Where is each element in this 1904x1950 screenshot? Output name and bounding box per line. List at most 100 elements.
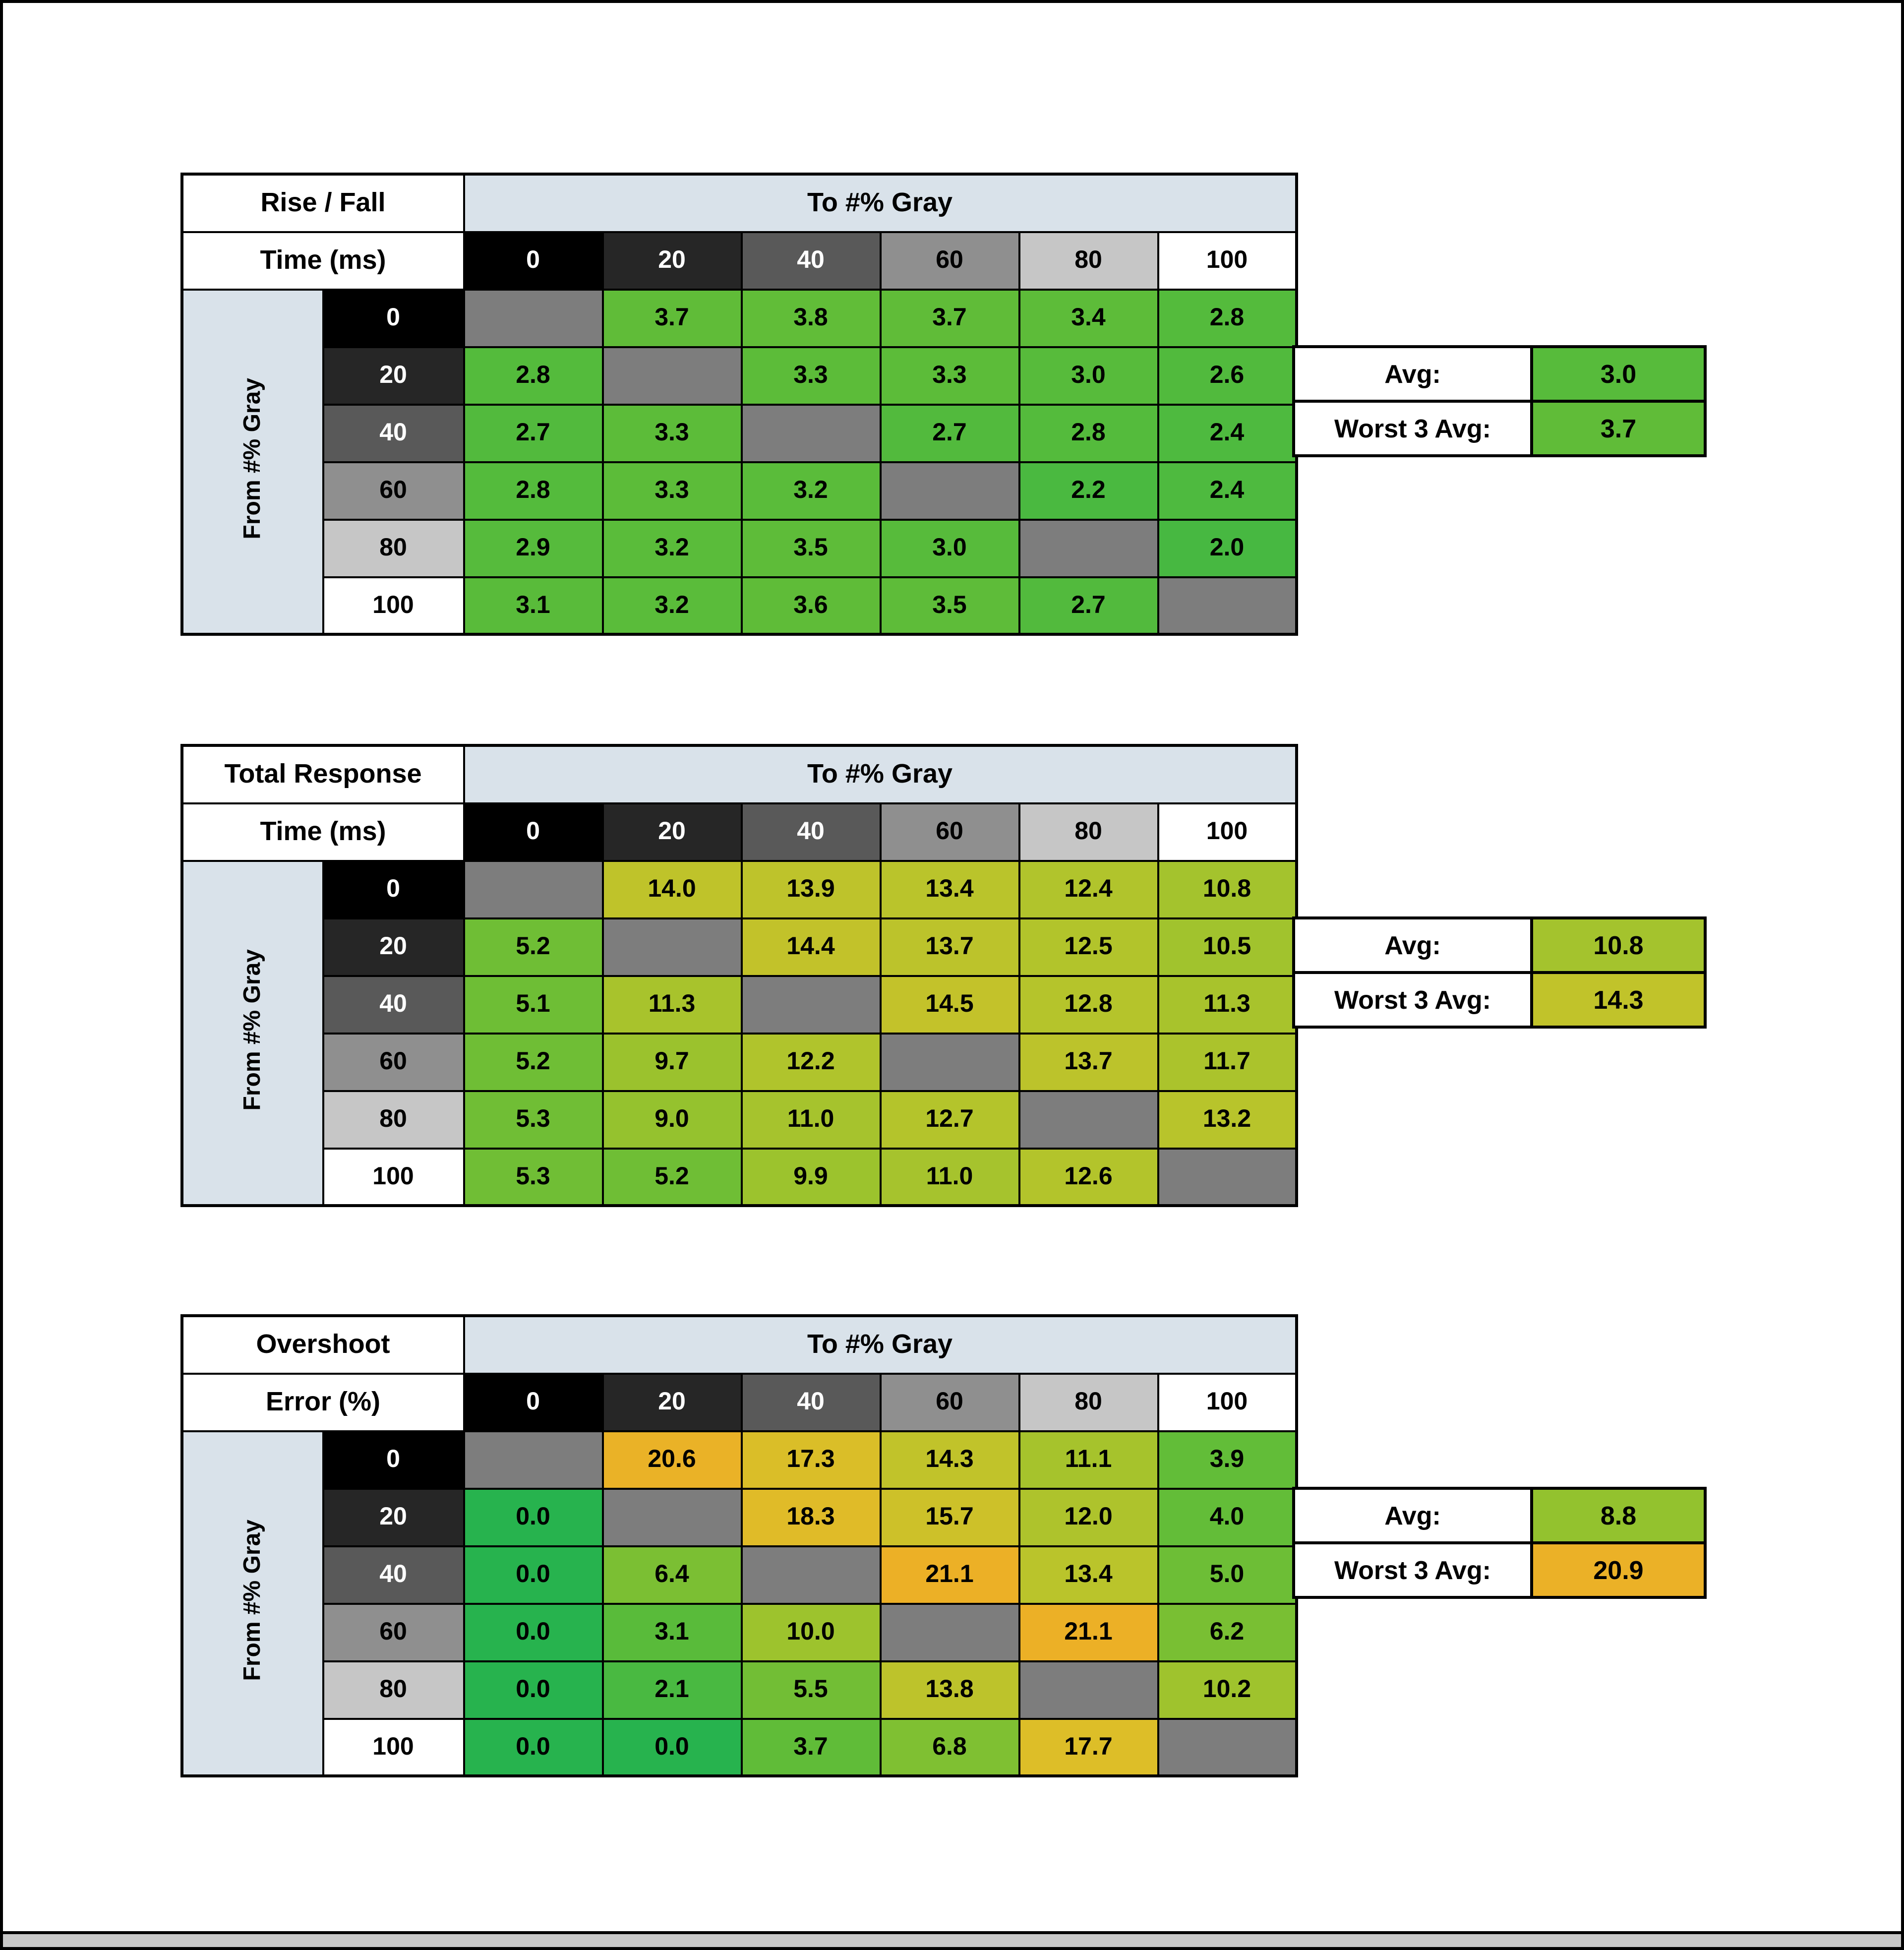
value-cell: 0.0	[463, 1660, 603, 1719]
value-cell: 13.9	[740, 859, 881, 919]
col-header-0-gray: 0	[463, 802, 603, 861]
from-gray-side-label: From #% Gray	[181, 859, 324, 1207]
value-cell: 5.2	[463, 917, 603, 976]
value-cell: 11.1	[1018, 1430, 1159, 1489]
value-cell: 3.3	[879, 346, 1020, 405]
diagonal-cell	[740, 403, 881, 463]
worst3-avg-label: Worst 3 Avg:	[1292, 400, 1533, 457]
value-cell: 11.3	[601, 975, 742, 1034]
col-header-60-gray: 60	[879, 1372, 1020, 1432]
matrix-table-total-response-time: Total Response To #% Gray Time (ms) 0 20 40 60…	[180, 744, 1298, 1207]
value-cell: 2.7	[463, 403, 603, 463]
value-cell: 2.7	[1018, 576, 1159, 635]
value-cell: 21.1	[1018, 1602, 1159, 1662]
value-cell: 4.0	[1157, 1487, 1298, 1547]
worst3-avg-row: Worst 3 Avg: 14.3	[1292, 971, 1707, 1029]
col-header-40-gray: 40	[740, 1372, 881, 1432]
row-header-20-gray: 20	[322, 346, 465, 405]
value-cell: 3.5	[879, 576, 1020, 635]
diagonal-cell	[740, 975, 881, 1034]
row-header-80-gray: 80	[322, 1660, 465, 1719]
row-header-60-gray: 60	[322, 461, 465, 520]
value-cell: 6.2	[1157, 1602, 1298, 1662]
row-header-40-gray: 40	[322, 975, 465, 1034]
table-title-line1: Overshoot	[181, 1315, 465, 1374]
diagonal-cell	[879, 461, 1020, 520]
diagonal-cell	[1157, 1147, 1298, 1207]
value-cell: 3.0	[1018, 346, 1159, 405]
value-cell: 5.0	[1157, 1545, 1298, 1604]
value-cell: 0.0	[463, 1545, 603, 1604]
matrix-table-overshoot-error: Overshoot To #% Gray Error (%) 0 20 40 60 80 100…	[180, 1314, 1298, 1777]
diagonal-cell	[463, 1430, 603, 1489]
value-cell: 3.9	[1157, 1430, 1298, 1489]
table-title-line2: Error (%)	[181, 1372, 465, 1432]
avg-row: Avg: 10.8	[1292, 916, 1707, 974]
value-cell: 2.4	[1157, 403, 1298, 463]
avg-row: Avg: 3.0	[1292, 345, 1707, 403]
value-cell: 15.7	[879, 1487, 1020, 1547]
value-cell: 2.0	[1157, 518, 1298, 578]
from-gray-side-label: From #% Gray	[181, 288, 324, 635]
table-title-line1: Rise / Fall	[181, 173, 465, 233]
summary-block-overshoot-error: Avg: 8.8 Worst 3 Avg: 20.9	[1292, 1487, 1707, 1599]
value-cell: 2.6	[1157, 346, 1298, 405]
summary-block-rise-fall-time: Avg: 3.0 Worst 3 Avg: 3.7	[1292, 345, 1707, 457]
row-header-40-gray: 40	[322, 1545, 465, 1604]
value-cell: 13.2	[1157, 1090, 1298, 1149]
table-title-line2: Time (ms)	[181, 231, 465, 290]
col-header-0-gray: 0	[463, 231, 603, 290]
value-cell: 11.3	[1157, 975, 1298, 1034]
col-header-80-gray: 80	[1018, 1372, 1159, 1432]
value-cell: 3.5	[740, 518, 881, 578]
col-header-60-gray: 60	[879, 802, 1020, 861]
worst3-avg-value: 14.3	[1530, 971, 1707, 1029]
row-header-0-gray: 0	[322, 1430, 465, 1489]
value-cell: 2.8	[463, 346, 603, 405]
value-cell: 11.7	[1157, 1032, 1298, 1092]
avg-value: 10.8	[1530, 916, 1707, 974]
value-cell: 0.0	[601, 1717, 742, 1777]
side-label-text: From #% Gray	[238, 1520, 266, 1682]
to-gray-band-label: To #% Gray	[463, 1315, 1298, 1374]
value-cell: 18.3	[740, 1487, 881, 1547]
row-header-0-gray: 0	[322, 859, 465, 919]
value-cell: 21.1	[879, 1545, 1020, 1604]
value-cell: 3.7	[879, 288, 1020, 348]
value-cell: 3.8	[740, 288, 881, 348]
from-gray-side-label: From #% Gray	[181, 1430, 324, 1777]
worst3-avg-value: 20.9	[1530, 1541, 1707, 1599]
value-cell: 3.7	[601, 288, 742, 348]
value-cell: 2.4	[1157, 461, 1298, 520]
to-gray-band-label: To #% Gray	[463, 744, 1298, 804]
value-cell: 2.8	[463, 461, 603, 520]
diagonal-cell	[601, 346, 742, 405]
value-cell: 3.1	[463, 576, 603, 635]
value-cell: 5.3	[463, 1147, 603, 1207]
avg-label: Avg:	[1292, 1487, 1533, 1544]
value-cell: 0.0	[463, 1717, 603, 1777]
table-title-line2: Time (ms)	[181, 802, 465, 861]
value-cell: 2.8	[1157, 288, 1298, 348]
value-cell: 10.0	[740, 1602, 881, 1662]
row-header-80-gray: 80	[322, 518, 465, 578]
matrix-block-rise-fall-time: Rise / Fall To #% Gray Time (ms) 0 20 40 60 80 1…	[180, 173, 1707, 636]
value-cell: 6.4	[601, 1545, 742, 1604]
col-header-0-gray: 0	[463, 1372, 603, 1432]
row-header-20-gray: 20	[322, 917, 465, 976]
row-header-0-gray: 0	[322, 288, 465, 348]
window-bottom-edge	[3, 1931, 1901, 1947]
value-cell: 3.3	[740, 346, 881, 405]
col-header-20-gray: 20	[601, 231, 742, 290]
value-cell: 13.7	[879, 917, 1020, 976]
value-cell: 3.2	[740, 461, 881, 520]
diagonal-cell	[1018, 1090, 1159, 1149]
value-cell: 6.8	[879, 1717, 1020, 1777]
value-cell: 3.3	[601, 403, 742, 463]
matrix-table-rise-fall-time: Rise / Fall To #% Gray Time (ms) 0 20 40 60 80 1…	[180, 173, 1298, 636]
value-cell: 10.5	[1157, 917, 1298, 976]
row-header-60-gray: 60	[322, 1032, 465, 1092]
diagonal-cell	[740, 1545, 881, 1604]
col-header-80-gray: 80	[1018, 231, 1159, 290]
value-cell: 9.7	[601, 1032, 742, 1092]
